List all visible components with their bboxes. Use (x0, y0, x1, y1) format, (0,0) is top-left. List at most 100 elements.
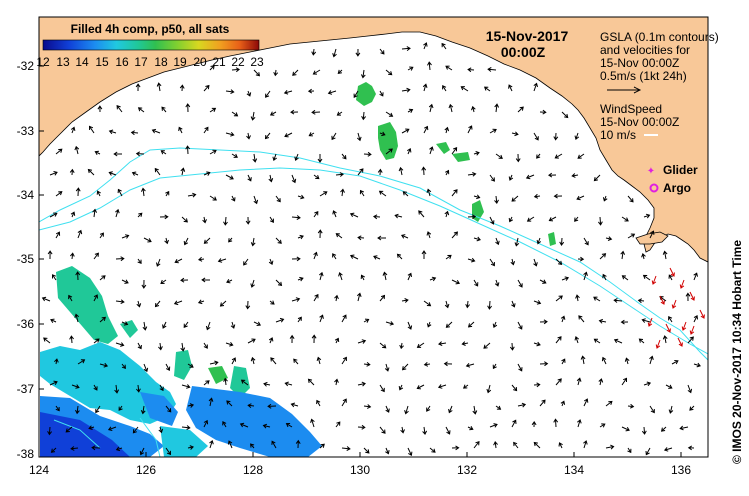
velocity-arrow (136, 300, 142, 308)
velocity-arrow (77, 229, 83, 239)
velocity-arrow (423, 125, 429, 134)
land-mass (39, 17, 708, 263)
velocity-arrow (331, 132, 337, 141)
velocity-arrow (486, 384, 492, 394)
velocity-arrow (137, 258, 142, 265)
velocity-arrow (291, 297, 301, 302)
velocity-arrow (115, 342, 125, 347)
velocity-arrow (49, 380, 58, 386)
velocity-arrow (645, 447, 651, 456)
velocity-arrow (517, 363, 523, 372)
velocity-arrow (245, 216, 251, 225)
velocity-arrow (443, 361, 453, 367)
velocity-arrow (137, 107, 145, 113)
velocity-arrow (297, 234, 304, 240)
velocity-arrow (317, 229, 323, 239)
velocity-arrow (510, 258, 516, 266)
velocity-arrow (643, 213, 651, 219)
latitude-axis: -32 -33 -34 -35 -36 -37 -38 (17, 59, 35, 461)
velocity-arrow (268, 174, 274, 183)
velocity-arrow (576, 377, 582, 386)
velocity-arrow (317, 154, 323, 163)
velocity-arrow (401, 46, 411, 51)
velocity-arrow (307, 88, 315, 94)
velocity-arrow (407, 108, 414, 114)
lat-tick-35: -35 (17, 252, 35, 266)
velocity-arrow (396, 253, 403, 260)
velocity-arrow (378, 190, 387, 197)
velocity-arrow (533, 341, 541, 347)
velocity-arrow (422, 426, 428, 435)
velocity-arrow (293, 358, 299, 365)
velocity-arrow (121, 279, 129, 284)
velocity-arrow (514, 237, 520, 247)
velocity-arrow (174, 258, 183, 264)
velocity-arrow (583, 398, 589, 407)
colorbar-tick: 14 (75, 55, 89, 69)
velocity-arrow (427, 61, 432, 71)
velocity-arrow (561, 276, 570, 281)
velocity-arrow (404, 405, 409, 415)
lon-tick-132: 132 (457, 463, 477, 477)
velocity-arrow (373, 255, 381, 260)
velocity-arrow (270, 357, 277, 365)
velocity-arrow (598, 318, 607, 324)
velocity-arrow (313, 251, 318, 260)
velocity-arrow (602, 195, 608, 202)
velocity-arrow (289, 334, 295, 344)
velocity-arrow (140, 187, 146, 197)
velocity-arrow (252, 153, 258, 163)
wind-arrow (651, 275, 657, 285)
velocity-arrow (576, 419, 582, 428)
velocity-arrow (275, 195, 281, 203)
velocity-arrow (533, 382, 541, 388)
velocity-arrow (95, 405, 101, 414)
velocity-arrow (400, 234, 409, 239)
velocity-arrow (401, 363, 409, 371)
velocity-arrow (183, 237, 189, 246)
velocity-arrow (668, 274, 673, 281)
velocity-arrow (360, 274, 365, 281)
velocity-arrow (332, 210, 337, 218)
velocity-arrow (462, 384, 469, 389)
velocity-arrow (240, 379, 249, 386)
velocity-arrow (668, 405, 674, 414)
velocity-arrow (313, 293, 319, 302)
kangaroo-island (635, 231, 669, 245)
velocity-arrow (533, 132, 539, 141)
velocity-arrow (334, 337, 340, 344)
velocity-arrow (52, 274, 57, 281)
velocity-arrow (96, 190, 101, 197)
velocity-arrow (553, 418, 559, 428)
velocity-arrow (108, 171, 117, 176)
velocity-arrow (225, 89, 235, 95)
velocity-arrow (187, 445, 194, 450)
velocity-arrow (465, 362, 475, 368)
velocity-arrow (437, 384, 447, 389)
velocity-arrow (113, 151, 122, 157)
velocity-arrow (115, 208, 120, 218)
velocity-arrow (598, 216, 603, 226)
velocity-arrow (283, 89, 293, 95)
velocity-arrow (291, 256, 301, 262)
velocity-arrow (494, 279, 500, 287)
velocity-arrow (418, 210, 425, 218)
velocity-arrow (71, 384, 80, 389)
velocity-arrow (99, 275, 106, 281)
velocity-arrow (156, 82, 162, 92)
velocity-arrow (548, 216, 557, 222)
velocity-arrow (222, 421, 227, 428)
wind-arrow (659, 295, 665, 305)
velocity-arrow (181, 384, 191, 389)
velocity-arrow (359, 189, 365, 197)
velocity-arrow (526, 216, 535, 222)
velocity-arrow (319, 314, 324, 323)
velocity-arrow (267, 403, 277, 409)
velocity-arrow (554, 153, 563, 159)
velocity-arrow (115, 299, 125, 305)
velocity-arrow (68, 294, 73, 302)
velocity-arrow (509, 342, 515, 351)
velocity-arrow (357, 235, 365, 241)
velocity-arrow (605, 444, 615, 450)
velocity-arrow (385, 321, 395, 326)
